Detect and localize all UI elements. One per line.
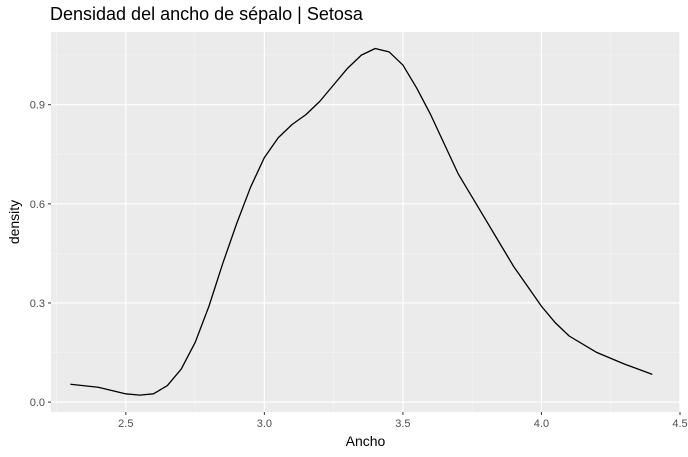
x-tick-label: 4.5 (672, 418, 687, 430)
y-tick-label: 0.9 (30, 100, 45, 112)
x-tick-label: 2.5 (118, 418, 133, 430)
y-tick-label: 0.6 (30, 199, 45, 211)
y-tick-label: 0.0 (30, 397, 45, 409)
density-line (70, 47, 653, 396)
x-tick-label: 4.0 (534, 418, 549, 430)
x-tick-label: 3.0 (257, 418, 272, 430)
major-gridlines (51, 32, 681, 412)
y-axis: 0.0 0.3 0.6 0.9 (30, 100, 51, 409)
x-axis: 2.5 3.0 3.5 4.0 4.5 (118, 412, 688, 430)
x-tick-label: 3.5 (395, 418, 410, 430)
y-tick-label: 0.3 (30, 298, 45, 310)
chart-title: Densidad del ancho de sépalo | Setosa (50, 4, 363, 24)
plot-panel (51, 32, 680, 412)
x-axis-label: Ancho (345, 433, 386, 449)
minor-gridlines (51, 32, 680, 412)
